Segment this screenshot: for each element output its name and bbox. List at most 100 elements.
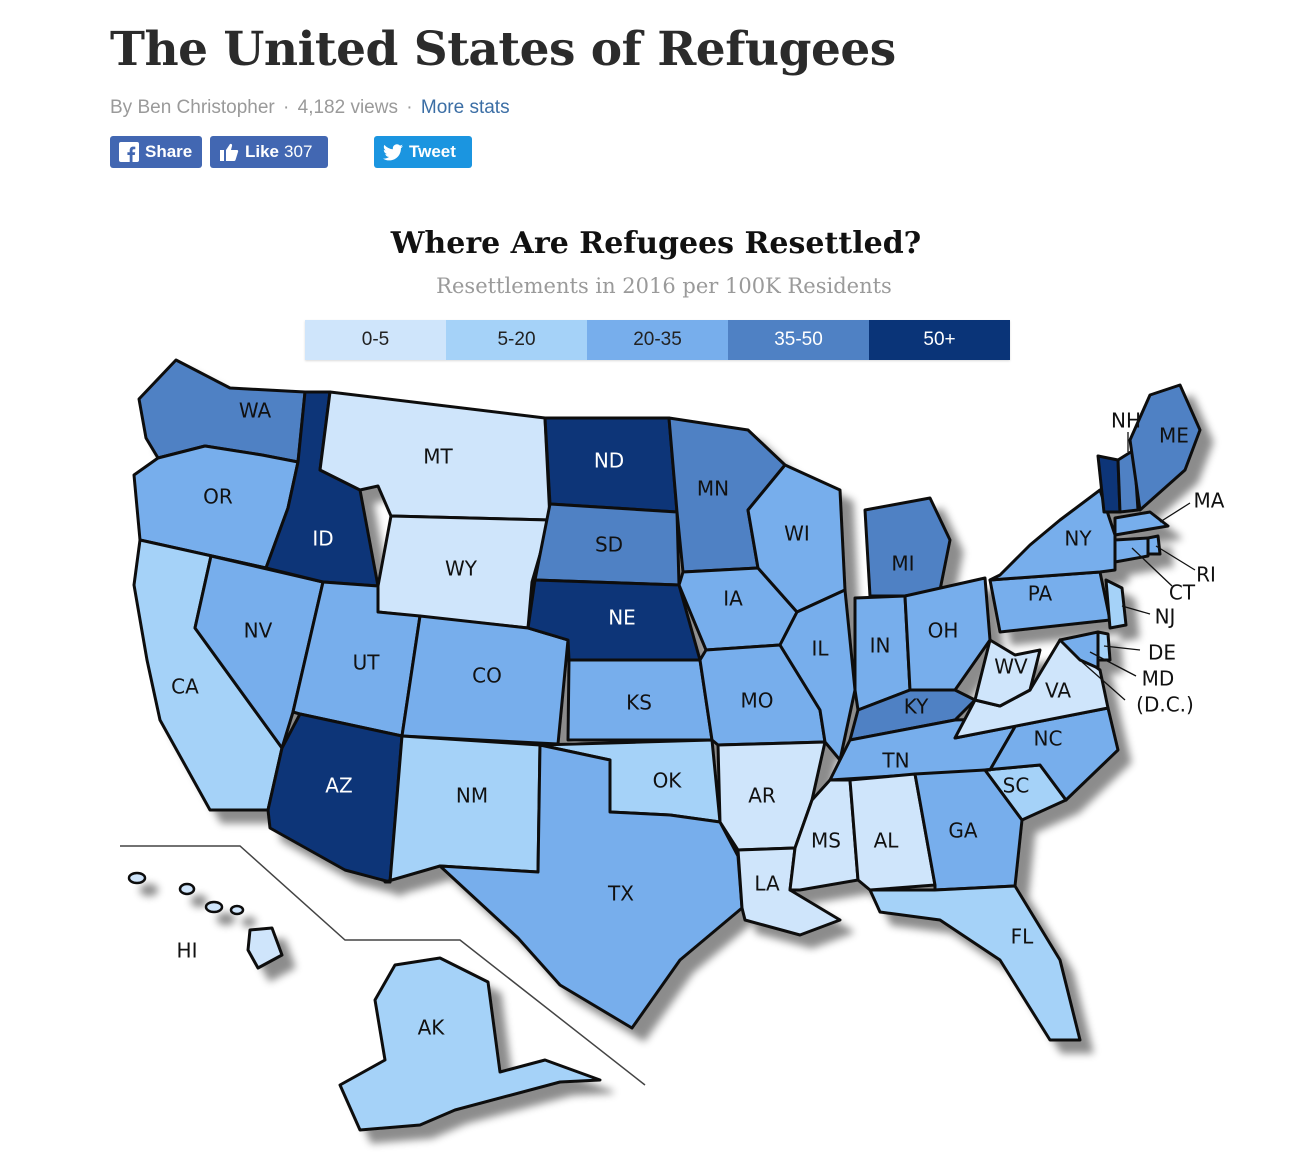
dc-label: (D.C.) bbox=[1136, 693, 1194, 717]
state-nc bbox=[953, 706, 1120, 802]
state-label-nh: NH bbox=[1111, 409, 1141, 433]
state-az bbox=[266, 712, 404, 884]
state-tx bbox=[438, 743, 744, 1030]
inset-divider bbox=[120, 845, 646, 1086]
state-label-tn: TN bbox=[881, 749, 909, 773]
hawaii-island bbox=[127, 871, 147, 885]
leader-line bbox=[1103, 645, 1141, 651]
leader-line bbox=[1159, 502, 1191, 523]
state-label-ky: KY bbox=[904, 695, 929, 719]
us-map-svg: WA OR CA NV ID MT WY UT AZ CO NM ND SD NE KS OK TX MN IA MO… bbox=[120, 358, 1225, 1132]
leader-line bbox=[1155, 545, 1196, 571]
map-title: Where Are Refugees Resettled? bbox=[390, 226, 922, 261]
state-label-sd: SD bbox=[595, 533, 623, 557]
state-hi bbox=[246, 926, 284, 970]
state-label-va: VA bbox=[1045, 679, 1071, 703]
state-label-mn: MN bbox=[697, 477, 729, 501]
state-label-ri: RI bbox=[1196, 563, 1216, 587]
view-count: 4,182 views bbox=[297, 97, 398, 118]
leader-line bbox=[1097, 454, 1101, 463]
state-ma bbox=[1113, 510, 1170, 537]
state-me bbox=[1128, 383, 1202, 512]
state-label-ca: CA bbox=[171, 675, 199, 699]
state-label-ms: MS bbox=[811, 829, 841, 853]
like-count: 307 bbox=[284, 142, 313, 161]
state-ny bbox=[988, 488, 1117, 582]
hawaii-island bbox=[229, 904, 245, 916]
hawaii-island bbox=[204, 900, 224, 914]
article-byline: By Ben Christopher · 4,182 views · More … bbox=[110, 97, 510, 119]
legend-item-3: 35-50 bbox=[728, 320, 869, 360]
leader-line bbox=[1081, 661, 1126, 701]
legend-item-2: 20-35 bbox=[587, 320, 728, 360]
legend-item-0: 0-5 bbox=[305, 320, 446, 360]
leader-line bbox=[1131, 547, 1173, 587]
thumbs-up-icon bbox=[219, 142, 239, 162]
state-label-vt: VT bbox=[1077, 427, 1104, 451]
legend-item-4: 50+ bbox=[869, 320, 1010, 360]
map-subtitle: Resettlements in 2016 per 100K Residents bbox=[436, 274, 892, 298]
state-ri bbox=[1146, 534, 1162, 556]
facebook-like-button[interactable]: Like 307 bbox=[210, 136, 328, 168]
state-wa bbox=[137, 358, 307, 464]
map-legend: 0-5 5-20 20-35 35-50 50+ bbox=[305, 320, 1010, 360]
byline-separator: · bbox=[406, 97, 413, 118]
state-md bbox=[1058, 630, 1100, 670]
state-il bbox=[778, 588, 857, 762]
like-label: Like bbox=[245, 142, 280, 161]
article-title: The United States of Refugees bbox=[110, 22, 896, 77]
leader-line bbox=[1089, 651, 1137, 677]
state-label-ks: KS bbox=[626, 691, 652, 715]
state-label-ar: AR bbox=[748, 784, 776, 808]
state-label-ga: GA bbox=[948, 819, 977, 843]
state-label-or: OR bbox=[203, 485, 233, 509]
state-mi bbox=[863, 496, 952, 598]
state-label-mt: MT bbox=[423, 445, 453, 469]
state-label-wa: WA bbox=[239, 399, 272, 423]
state-label-ok: OK bbox=[653, 769, 683, 793]
state-label-sc: SC bbox=[1003, 774, 1030, 798]
state-label-wy: WY bbox=[445, 557, 478, 581]
state-label-nj: NJ bbox=[1155, 605, 1176, 629]
leader-line bbox=[1121, 605, 1151, 615]
state-label-tx: TX bbox=[607, 882, 634, 906]
state-label-co: CO bbox=[472, 664, 502, 688]
state-label-az: AZ bbox=[325, 774, 352, 798]
state-nj bbox=[1104, 578, 1128, 630]
state-label-in: IN bbox=[870, 634, 891, 658]
state-label-ma: MA bbox=[1194, 489, 1225, 513]
state-al bbox=[848, 772, 937, 892]
refugee-map: WA OR CA NV ID MT WY UT AZ CO NM ND SD NE KS OK TX MN IA MO… bbox=[0, 190, 1302, 1174]
tweet-button[interactable]: Tweet bbox=[374, 136, 472, 168]
legend-item-1: 5-20 bbox=[446, 320, 587, 360]
state-label-hi: HI bbox=[177, 939, 198, 963]
facebook-icon bbox=[119, 142, 139, 162]
state-label-ne: NE bbox=[608, 606, 636, 630]
state-label-ia: IA bbox=[723, 587, 743, 611]
state-label-wi: WI bbox=[784, 522, 810, 546]
facebook-share-button[interactable]: Share bbox=[110, 136, 202, 168]
state-label-nd: ND bbox=[594, 449, 624, 473]
hawaii-island bbox=[178, 882, 196, 896]
state-label-mi: MI bbox=[891, 552, 914, 576]
tweet-label: Tweet bbox=[409, 142, 456, 161]
state-label-me: ME bbox=[1159, 424, 1189, 448]
state-label-nv: NV bbox=[244, 619, 273, 643]
author-name: By Ben Christopher bbox=[110, 97, 275, 118]
state-oh bbox=[903, 576, 992, 692]
state-label-ct: CT bbox=[1169, 581, 1196, 605]
state-ak bbox=[338, 956, 602, 1132]
state-label-wv: WV bbox=[994, 655, 1028, 679]
state-label-pa: PA bbox=[1028, 582, 1053, 606]
state-label-id: ID bbox=[312, 527, 333, 551]
byline-separator: · bbox=[283, 97, 290, 118]
state-label-il: IL bbox=[811, 637, 829, 661]
twitter-icon bbox=[383, 143, 403, 161]
more-stats-link[interactable]: More stats bbox=[420, 97, 510, 118]
state-co bbox=[400, 614, 570, 746]
state-label-la: LA bbox=[754, 872, 780, 896]
state-nm bbox=[383, 734, 542, 884]
state-label-ak: AK bbox=[418, 1016, 446, 1040]
state-label-nc: NC bbox=[1034, 727, 1063, 751]
state-label-mo: MO bbox=[741, 689, 774, 713]
